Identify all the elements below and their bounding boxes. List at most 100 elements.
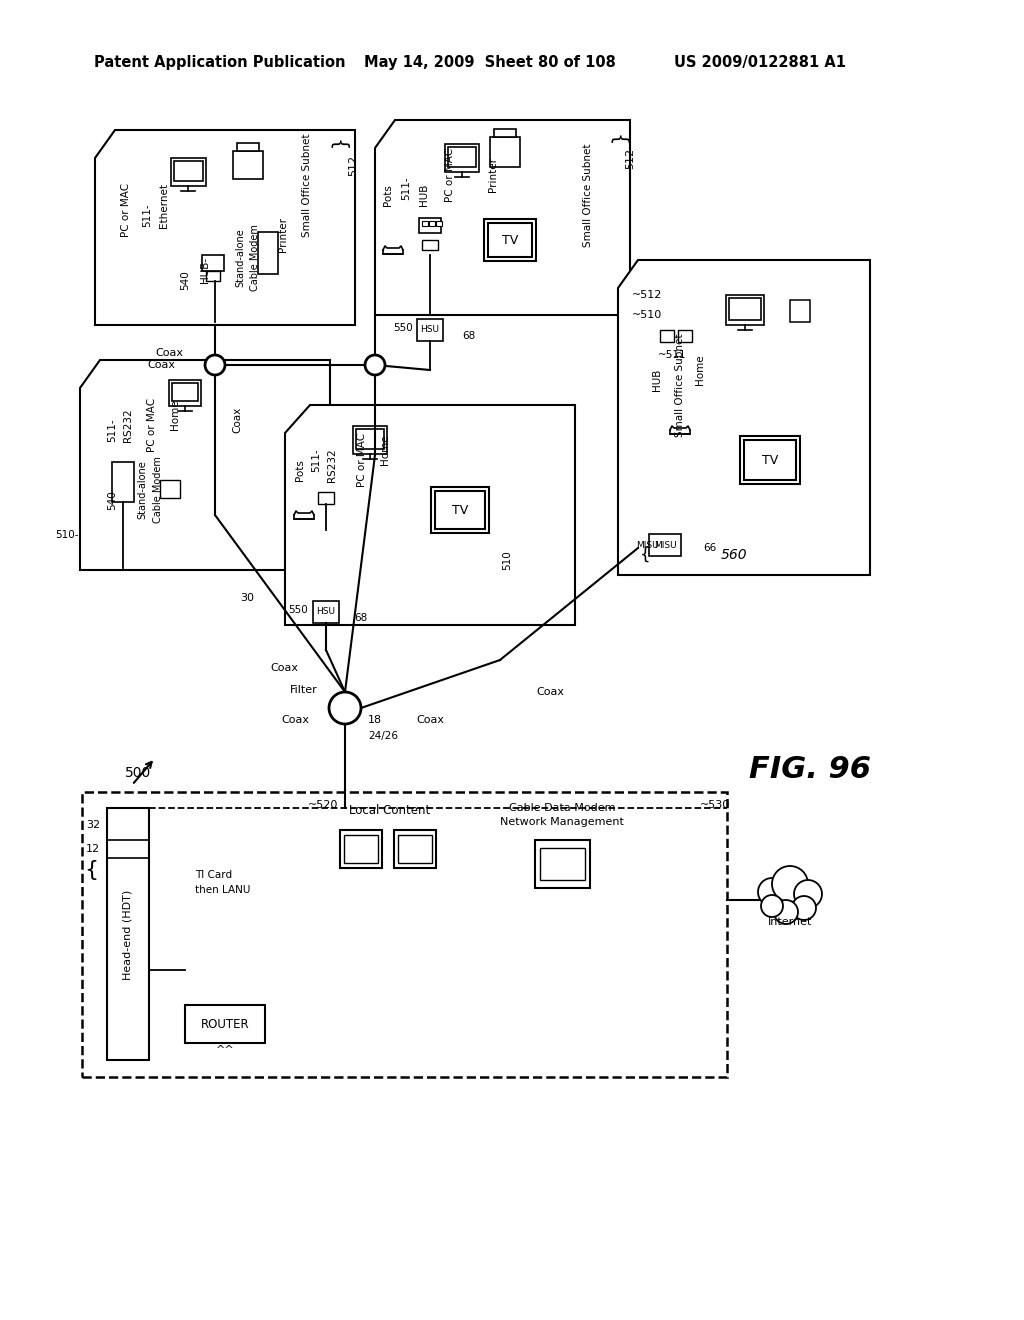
Text: MISU: MISU (636, 540, 658, 549)
Circle shape (794, 880, 822, 908)
Text: TV: TV (452, 503, 468, 516)
Text: ^^: ^^ (216, 1045, 234, 1055)
Text: ~511: ~511 (658, 350, 687, 360)
Bar (435, 491, 485, 529)
Text: Coax: Coax (281, 715, 309, 725)
Text: 68: 68 (354, 612, 368, 623)
Circle shape (758, 878, 786, 906)
Bar (202, 255, 224, 271)
Text: 500: 500 (125, 766, 152, 780)
Circle shape (792, 896, 816, 920)
Text: HSU: HSU (421, 326, 439, 334)
Text: 18: 18 (368, 715, 382, 725)
Text: TV: TV (502, 234, 518, 247)
Text: PC or MAC: PC or MAC (121, 183, 131, 238)
Text: ROUTER: ROUTER (201, 1019, 249, 1031)
Text: 540: 540 (180, 271, 190, 290)
Text: {: { (84, 861, 98, 880)
Text: Coax: Coax (155, 348, 183, 358)
Text: Head-end (HDT): Head-end (HDT) (123, 890, 133, 981)
Circle shape (365, 355, 385, 375)
Bar (726, 294, 764, 325)
Circle shape (329, 692, 361, 723)
Text: FIG. 96: FIG. 96 (749, 755, 871, 784)
Text: 24/26: 24/26 (368, 731, 398, 741)
Text: 511-: 511- (311, 449, 321, 471)
Bar (112, 462, 134, 502)
Bar (174, 161, 203, 181)
Bar (340, 830, 382, 869)
Text: Coax: Coax (416, 715, 444, 725)
Bar (535, 840, 590, 888)
Text: 66: 66 (703, 543, 716, 553)
Text: 560: 560 (721, 548, 748, 562)
Text: PC or MAC: PC or MAC (445, 148, 455, 202)
Text: 512: 512 (625, 148, 635, 169)
Text: 511-: 511- (142, 203, 152, 227)
Text: Local Content: Local Content (349, 804, 431, 817)
Bar (233, 150, 263, 180)
Bar (417, 319, 443, 341)
Text: 510-: 510- (55, 531, 79, 540)
Text: ~530: ~530 (700, 800, 730, 810)
Text: 540: 540 (106, 490, 117, 510)
Text: TV: TV (762, 454, 778, 466)
Text: Coax: Coax (270, 663, 298, 673)
Text: Stand-alone: Stand-alone (137, 461, 147, 519)
Text: TI Card: TI Card (195, 870, 232, 880)
Bar (488, 223, 532, 257)
Bar (790, 300, 810, 322)
Bar (344, 836, 378, 863)
Text: PC or MAC: PC or MAC (147, 397, 157, 451)
Text: Home: Home (695, 355, 705, 385)
Bar (540, 847, 585, 880)
Bar (445, 144, 479, 172)
Bar (422, 240, 438, 249)
Bar (258, 232, 278, 275)
Text: Small Office Subnet: Small Office Subnet (583, 144, 593, 247)
Text: RS232: RS232 (123, 408, 133, 442)
Bar (419, 218, 441, 234)
Text: Small Office Subnet: Small Office Subnet (302, 133, 312, 236)
Text: Pots: Pots (295, 459, 305, 480)
Bar (494, 129, 516, 137)
Text: May 14, 2009  Sheet 80 of 108: May 14, 2009 Sheet 80 of 108 (365, 54, 616, 70)
Text: Coax: Coax (147, 360, 175, 370)
Bar (171, 158, 206, 186)
Bar (313, 601, 339, 623)
Circle shape (205, 355, 225, 375)
Text: Stand-alone: Stand-alone (234, 228, 245, 288)
Bar (172, 383, 198, 401)
Bar (678, 330, 692, 342)
Text: US 2009/0122881 A1: US 2009/0122881 A1 (674, 54, 846, 70)
Text: 30: 30 (240, 593, 254, 603)
Bar (431, 487, 489, 533)
Circle shape (761, 895, 783, 917)
Circle shape (772, 866, 808, 902)
Text: 550: 550 (288, 605, 308, 615)
Polygon shape (285, 405, 575, 624)
Bar (206, 271, 220, 281)
Text: 32: 32 (86, 820, 100, 830)
Circle shape (774, 900, 798, 924)
Bar (353, 426, 387, 454)
Polygon shape (618, 260, 870, 576)
Text: Ethernet: Ethernet (159, 182, 169, 227)
Text: Internet: Internet (768, 917, 812, 927)
Text: {: { (608, 133, 628, 147)
Text: Coax: Coax (232, 407, 242, 433)
Text: Patent Application Publication: Patent Application Publication (94, 54, 346, 70)
Bar (660, 330, 674, 342)
Bar (169, 380, 201, 407)
Bar (398, 836, 432, 863)
Bar (106, 808, 150, 1060)
Text: HUB-: HUB- (200, 257, 210, 282)
Text: Printer: Printer (488, 157, 498, 193)
Text: Cable Modem: Cable Modem (250, 224, 260, 292)
Text: Printer: Printer (278, 218, 288, 252)
Bar (356, 429, 384, 449)
Text: Cable Modem: Cable Modem (153, 457, 163, 524)
Text: ~510: ~510 (632, 310, 663, 319)
Text: ~520: ~520 (308, 800, 338, 810)
Bar (185, 1005, 265, 1043)
